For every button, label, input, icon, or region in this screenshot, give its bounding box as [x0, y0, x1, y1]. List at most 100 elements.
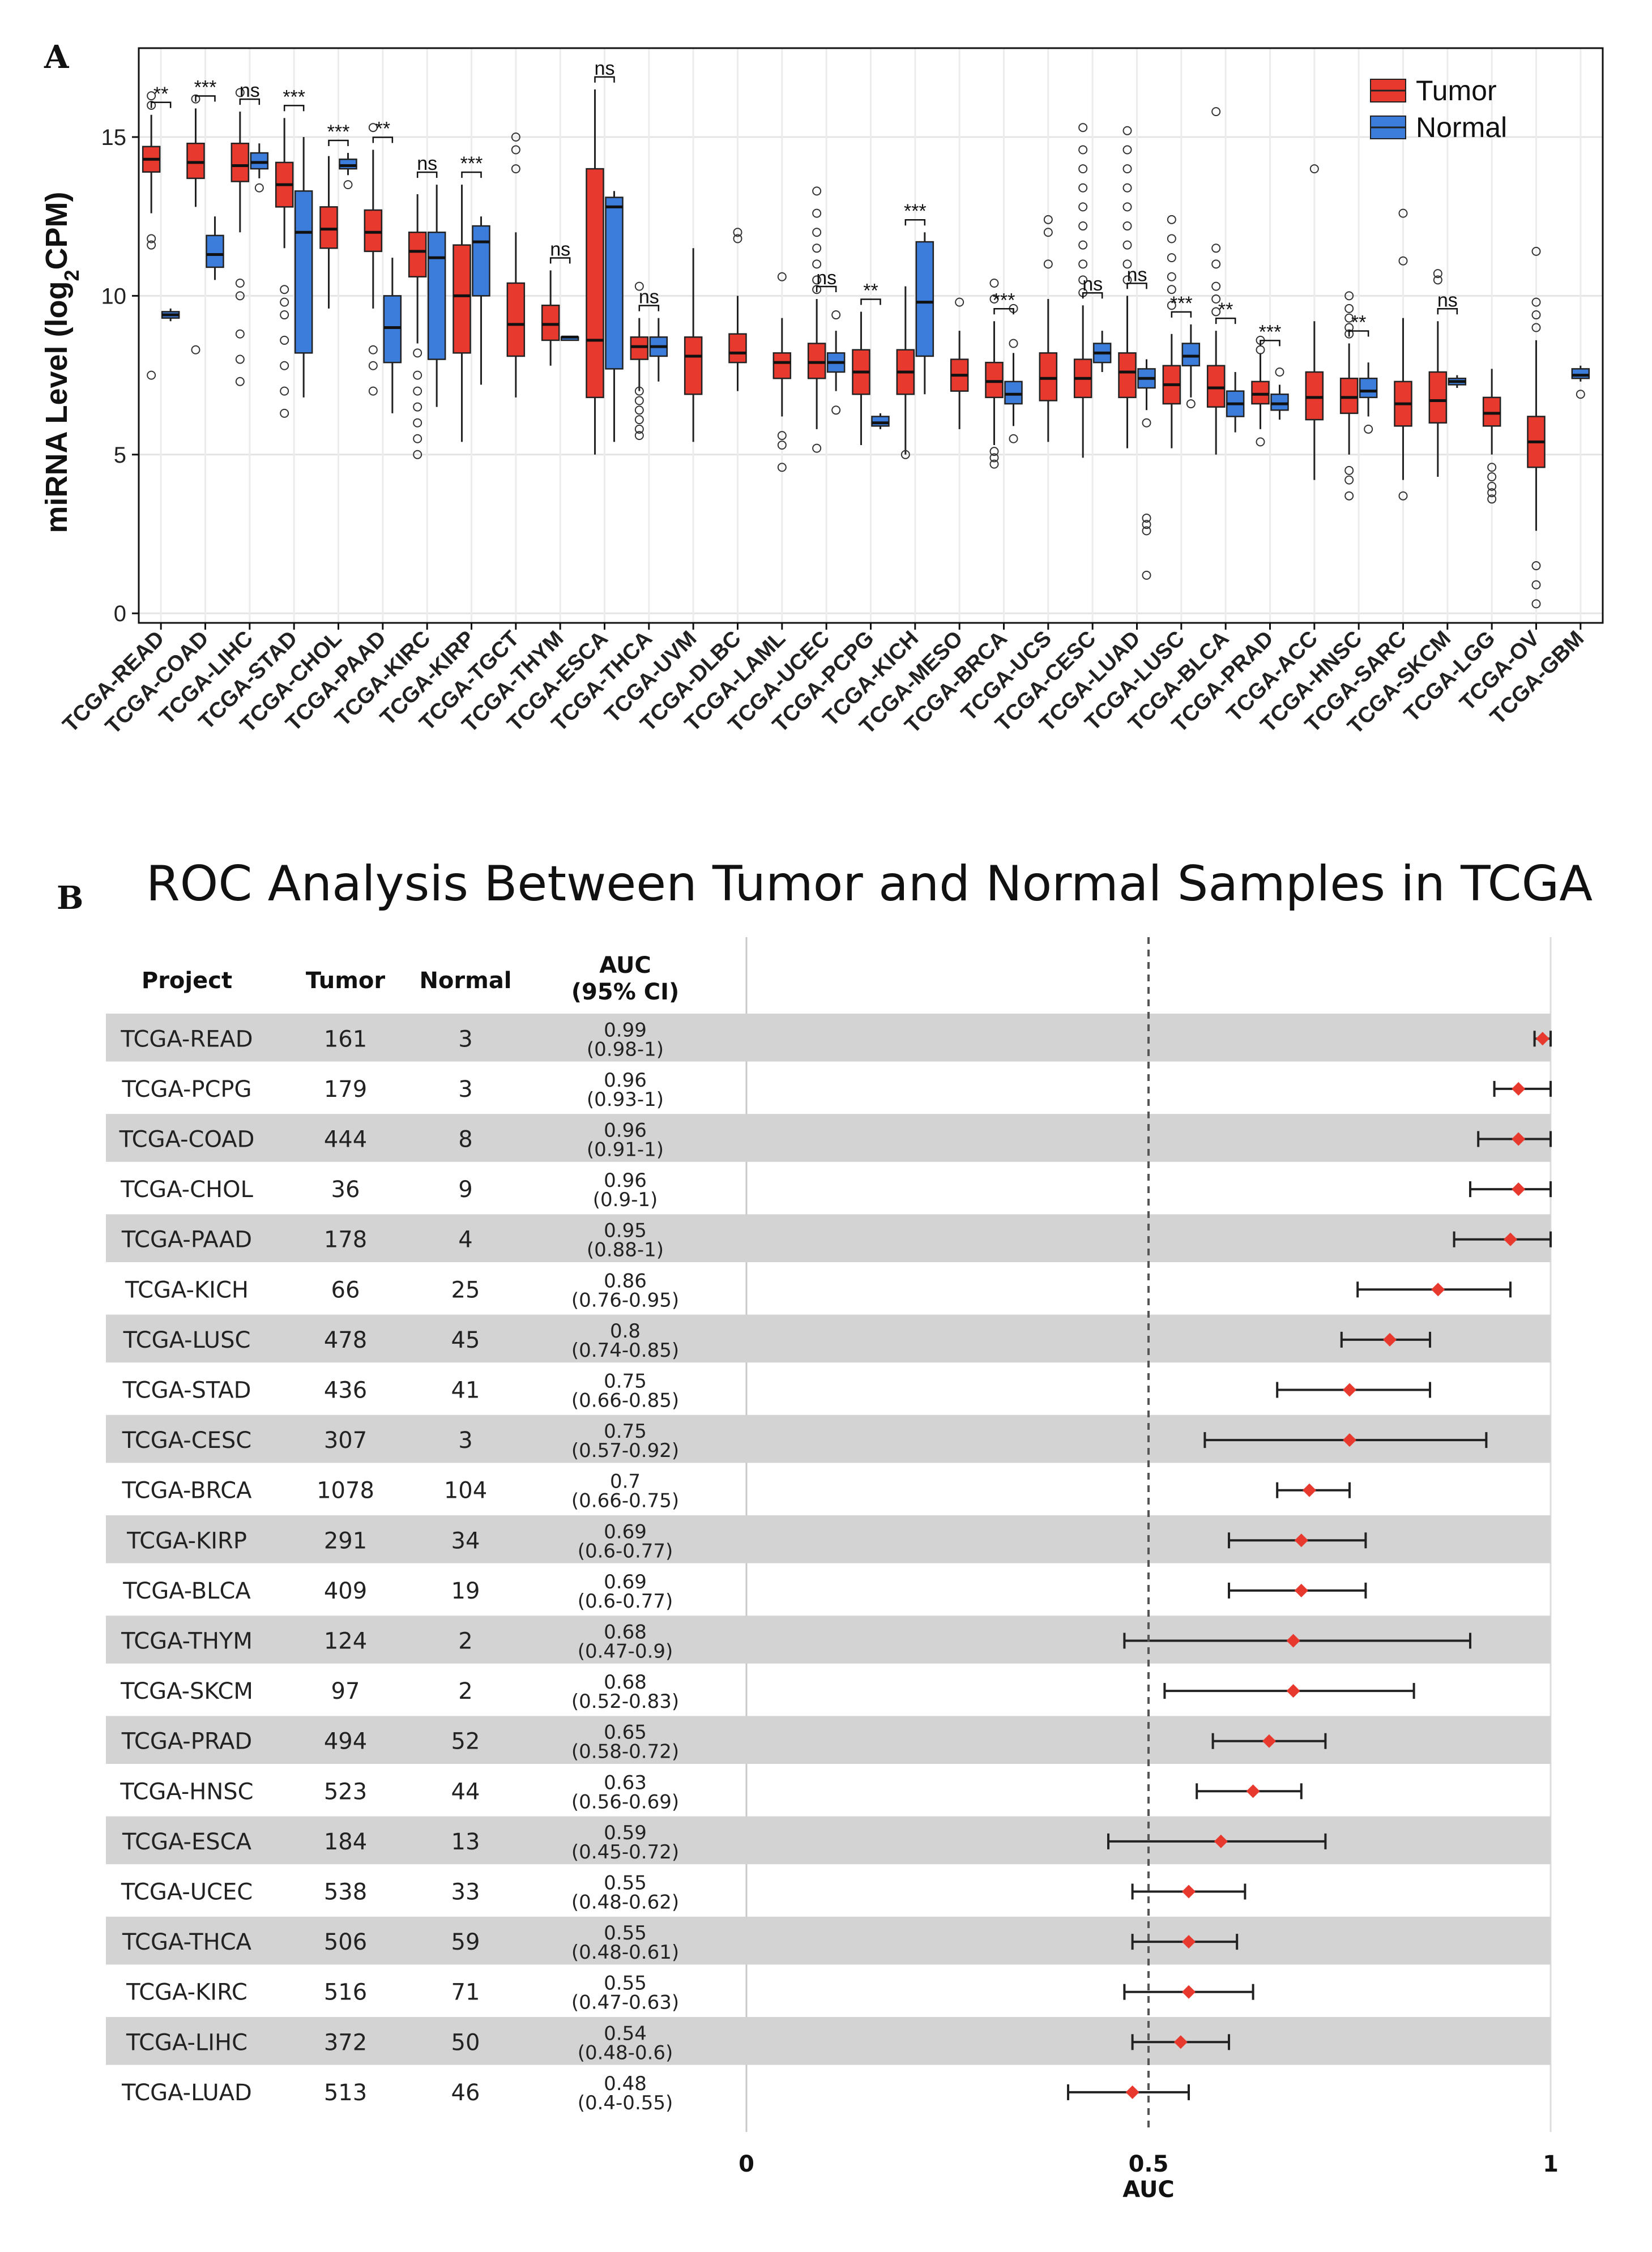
auc-point — [1343, 1383, 1356, 1397]
significance-label: ns — [1082, 274, 1103, 295]
outlier-point — [634, 424, 644, 434]
normal-count: 19 — [451, 1578, 480, 1604]
tumor-count: 66 — [331, 1277, 360, 1303]
significance-bracket — [461, 171, 482, 178]
significance-label: ns — [595, 58, 615, 79]
significance-bracket — [150, 101, 172, 108]
significance-bracket — [1260, 340, 1280, 347]
significance-bracket — [416, 171, 438, 178]
roc-title: ROC Analysis Between Tumor and Normal Sa… — [146, 856, 1593, 912]
outlier-point — [1122, 145, 1132, 155]
outlier-point — [280, 408, 289, 418]
forest-row-tcga-ucec: TCGA-UCEC 538 33 0.55(0.48-0.62) — [121, 1872, 1247, 1914]
outlier-point — [989, 459, 999, 469]
auc-ci: (0.93-1) — [587, 1088, 664, 1111]
normal-count: 9 — [458, 1177, 472, 1203]
box-body — [294, 190, 313, 354]
box-tumor-tcga-paad — [364, 123, 383, 396]
significance-bracket — [1082, 292, 1103, 299]
outlier-point — [1211, 243, 1221, 253]
significance-bracket — [1348, 330, 1369, 337]
significance-label: *** — [283, 86, 305, 108]
project-label: TCGA-KIRC — [126, 1980, 247, 2006]
auc-value: 0.68 — [604, 1621, 647, 1644]
col-head-project: Project — [142, 968, 232, 994]
outlier-point — [254, 183, 264, 193]
outlier-point — [989, 278, 999, 288]
auc-value: 0.48 — [604, 2072, 647, 2095]
box-normal-tcga-hnsc — [1359, 362, 1378, 434]
box-tumor-tcga-kich — [896, 286, 915, 459]
project-label: TCGA-KICH — [125, 1277, 249, 1303]
outlier-point — [812, 228, 822, 237]
box-body — [684, 336, 703, 395]
outlier-point — [812, 443, 822, 453]
significance-label: ** — [153, 83, 168, 105]
normal-count: 2 — [458, 1629, 472, 1655]
significance-bracket — [638, 305, 660, 311]
box-tumor-tcga-uvm — [684, 248, 703, 442]
box-body — [1004, 381, 1023, 405]
significance-label: ** — [863, 280, 878, 301]
box-body — [383, 295, 402, 364]
auc-value: 0.8 — [610, 1320, 641, 1343]
outlier-point — [989, 453, 999, 463]
outlier-point — [280, 386, 289, 396]
outlier-point — [1167, 234, 1176, 243]
tumor-count: 523 — [324, 1779, 367, 1805]
forest-row-tcga-kich: TCGA-KICH 66 25 0.86(0.76-0.95) — [125, 1270, 1512, 1311]
auc-value: 0.55 — [604, 1922, 647, 1945]
outlier-point — [368, 386, 378, 396]
forest-row-tcga-chol: TCGA-CHOL 36 9 0.96(0.9-1) — [120, 1169, 1552, 1211]
significance-label: *** — [904, 200, 927, 222]
outlier-point — [1122, 240, 1132, 250]
outlier-point — [1142, 526, 1151, 536]
outlier-point — [1043, 215, 1053, 224]
normal-count: 104 — [444, 1478, 487, 1504]
col-head-auc: AUC — [599, 952, 651, 978]
normal-count: 34 — [451, 1528, 480, 1554]
box-body — [1039, 352, 1058, 401]
box-body — [506, 282, 526, 357]
box-body — [630, 336, 649, 360]
forest-row-tcga-prad: TCGA-PRAD 494 52 0.65(0.58-0.72) — [106, 1716, 1551, 1764]
normal-count: 8 — [458, 1127, 472, 1153]
project-label: TCGA-CHOL — [120, 1177, 253, 1203]
outlier-point — [1078, 202, 1088, 212]
outlier-point — [1487, 481, 1497, 491]
outlier-point — [733, 234, 742, 243]
outlier-point — [147, 100, 156, 110]
tumor-count: 97 — [331, 1678, 360, 1704]
auc-ci: (0.66-0.85) — [571, 1390, 679, 1412]
outlier-point — [1078, 221, 1088, 231]
outlier-point — [1186, 399, 1196, 409]
outlier-point — [1344, 491, 1354, 501]
significance-bracket — [904, 219, 926, 226]
outlier-point — [1398, 208, 1408, 218]
row-shade — [106, 1314, 1551, 1363]
outlier-point — [368, 345, 378, 354]
outlier-point — [831, 310, 841, 320]
auc-point — [1383, 1332, 1397, 1347]
box-normal-tcga-coad — [206, 216, 224, 280]
normal-count: 4 — [458, 1227, 472, 1253]
box-body — [1118, 352, 1137, 399]
forest-row-tcga-brca: TCGA-BRCA 1078 104 0.7(0.66-0.75) — [121, 1471, 1351, 1512]
project-label: TCGA-READ — [120, 1026, 253, 1052]
forest-row-tcga-stad: TCGA-STAD 436 41 0.75(0.66-0.85) — [122, 1370, 1431, 1412]
forest-row-tcga-thca: TCGA-THCA 506 59 0.55(0.48-0.61) — [106, 1916, 1551, 1965]
outlier-point — [777, 463, 787, 472]
outlier-point — [147, 234, 156, 243]
outlier-point — [812, 208, 822, 218]
outlier-point — [1078, 240, 1088, 250]
legend-label-normal: Normal — [1416, 112, 1507, 143]
outlier-point — [989, 447, 999, 456]
outlier-point — [1531, 580, 1541, 589]
project-label: TCGA-HNSC — [119, 1779, 253, 1805]
outlier-point — [1078, 164, 1088, 174]
box-body — [1571, 368, 1590, 379]
tumor-count: 184 — [324, 1829, 367, 1855]
box-normal-tcga-read — [161, 308, 180, 322]
tumor-count: 506 — [324, 1929, 367, 1955]
box-tumor-tcga-kirc — [408, 194, 427, 459]
